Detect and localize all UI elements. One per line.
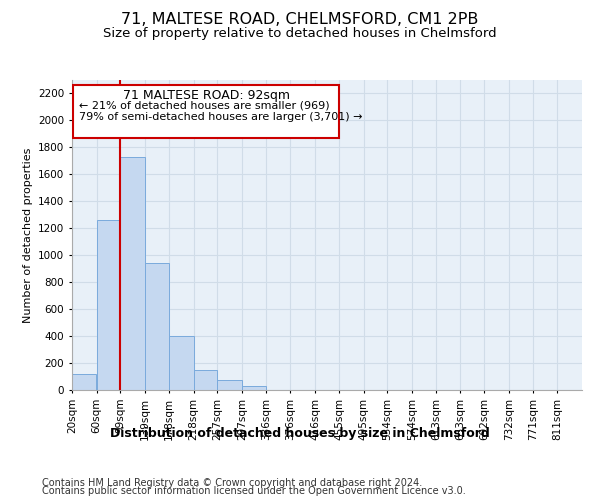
Text: Contains HM Land Registry data © Crown copyright and database right 2024.: Contains HM Land Registry data © Crown c… [42,478,422,488]
Text: 79% of semi-detached houses are larger (3,701) →: 79% of semi-detached houses are larger (… [79,112,363,122]
Bar [194,370,217,390]
Text: Size of property relative to detached houses in Chelmsford: Size of property relative to detached ho… [103,28,497,40]
Bar [145,264,169,390]
Bar [97,220,121,390]
Text: ← 21% of detached houses are smaller (969): ← 21% of detached houses are smaller (96… [79,100,330,110]
Y-axis label: Number of detached properties: Number of detached properties [23,148,32,322]
Bar [73,86,339,138]
Bar [121,157,145,390]
Text: 71, MALTESE ROAD, CHELMSFORD, CM1 2PB: 71, MALTESE ROAD, CHELMSFORD, CM1 2PB [121,12,479,28]
Bar [169,336,194,390]
Text: 71 MALTESE ROAD: 92sqm: 71 MALTESE ROAD: 92sqm [122,90,290,102]
Text: Contains public sector information licensed under the Open Government Licence v3: Contains public sector information licen… [42,486,466,496]
Text: Distribution of detached houses by size in Chelmsford: Distribution of detached houses by size … [110,428,490,440]
Bar [242,386,266,390]
Bar [217,380,242,390]
Bar [72,374,96,390]
